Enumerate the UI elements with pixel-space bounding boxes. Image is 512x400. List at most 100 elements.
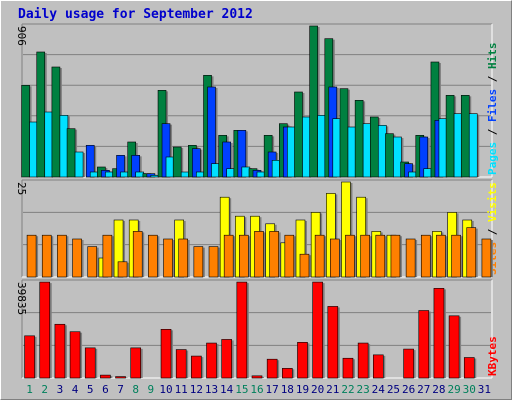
x-tick-label-day-2: 2 xyxy=(41,383,48,396)
bar-sites-day-1 xyxy=(26,234,37,278)
bar-sites-day-9 xyxy=(148,234,158,278)
bar-hits-day-4 xyxy=(66,128,76,178)
bar-pages-day-30 xyxy=(468,113,478,178)
axis-label-segment: Pages xyxy=(486,142,499,175)
bar-hits-day-20 xyxy=(309,25,318,178)
ymax-label-kbytes: 39835 xyxy=(15,282,28,315)
bar-pages-day-12 xyxy=(196,171,205,178)
bar-hits-day-19 xyxy=(294,91,303,178)
bar-pages-day-22 xyxy=(347,126,357,178)
x-tick-label-day-22: 22 xyxy=(341,383,354,396)
bar-kbytes-day-27 xyxy=(418,310,430,379)
bar-pages-day-21 xyxy=(332,118,342,178)
bar-sites-day-7 xyxy=(117,261,128,278)
bar-pages-day-18 xyxy=(287,126,296,178)
bar-pages-day-29 xyxy=(453,113,463,178)
x-tick-label-day-14: 14 xyxy=(220,383,234,396)
bar-sites-day-11 xyxy=(178,238,188,278)
bar-pages-day-6 xyxy=(105,171,114,178)
x-tick-label-day-10: 10 xyxy=(159,383,172,396)
x-tick-label-day-25: 25 xyxy=(387,383,400,396)
bar-sites-day-15 xyxy=(239,234,249,278)
axis-label-segment: Visits xyxy=(486,182,499,222)
x-tick-label-day-5: 5 xyxy=(87,383,94,396)
x-tick-label-day-31: 31 xyxy=(478,383,491,396)
bar-pages-day-8 xyxy=(135,171,145,178)
bar-sites-day-30 xyxy=(466,227,477,278)
bar-sites-day-16 xyxy=(254,231,264,278)
bar-pages-day-11 xyxy=(180,171,190,178)
panel-bg-hits-files-pages xyxy=(22,24,492,177)
bar-sites-day-3 xyxy=(57,234,67,278)
x-tick-label-day-17: 17 xyxy=(266,383,279,396)
bar-pages-day-2 xyxy=(44,111,54,178)
x-tick-label-day-18: 18 xyxy=(281,383,294,396)
bar-kbytes-day-5 xyxy=(84,347,96,379)
bar-hits-day-1 xyxy=(21,85,30,178)
x-tick-label-day-8: 8 xyxy=(132,383,139,396)
bar-kbytes-day-12 xyxy=(191,355,202,379)
bar-pages-day-20 xyxy=(317,115,326,178)
bar-pages-day-26 xyxy=(408,171,417,178)
x-tick-label-day-7: 7 xyxy=(117,383,124,396)
bar-pages-day-3 xyxy=(59,115,69,178)
bar-sites-day-19 xyxy=(299,253,310,278)
axis-label-kbytes: KBytes xyxy=(486,336,499,376)
bar-pages-day-5 xyxy=(89,171,99,178)
bar-pages-day-28 xyxy=(438,118,448,178)
bar-sites-day-6 xyxy=(102,234,113,278)
bar-sites-day-13 xyxy=(208,246,219,278)
bar-sites-day-2 xyxy=(41,234,52,278)
bar-pages-day-1 xyxy=(29,121,38,178)
bar-kbytes-day-11 xyxy=(175,349,187,379)
bar-sites-day-29 xyxy=(451,234,461,278)
x-tick-label-day-12: 12 xyxy=(190,383,203,396)
x-tick-label-day-21: 21 xyxy=(326,383,339,396)
x-tick-label-day-9: 9 xyxy=(148,383,155,396)
bar-kbytes-day-29 xyxy=(448,315,460,379)
x-tick-label-day-13: 13 xyxy=(205,383,218,396)
bar-kbytes-day-13 xyxy=(206,342,217,379)
bar-sites-day-22 xyxy=(345,234,355,278)
chart-title: Daily usage for September 2012 xyxy=(18,7,253,22)
bar-kbytes-day-2 xyxy=(39,281,51,379)
bar-sites-day-8 xyxy=(132,231,143,278)
bar-pages-day-17 xyxy=(271,160,281,178)
bar-kbytes-day-7 xyxy=(115,376,126,379)
bar-pages-day-10 xyxy=(165,156,175,178)
bar-pages-day-9 xyxy=(150,175,160,178)
bar-kbytes-day-16 xyxy=(251,375,263,379)
x-tick-label-day-16: 16 xyxy=(250,383,263,396)
bar-sites-day-31 xyxy=(481,238,492,278)
x-tick-label-day-15: 15 xyxy=(235,383,248,396)
axis-label-segment: / xyxy=(486,122,499,142)
bar-pages-day-16 xyxy=(256,171,266,178)
axis-label-segment: Hits xyxy=(486,43,499,70)
bar-sites-day-5 xyxy=(87,246,98,278)
x-tick-label-day-11: 11 xyxy=(175,383,188,396)
x-tick-label-day-19: 19 xyxy=(296,383,309,396)
bar-pages-day-19 xyxy=(302,116,311,178)
ymax-label-hits-files-pages: 906 xyxy=(15,26,28,46)
x-tick-label-day-1: 1 xyxy=(26,383,33,396)
bar-kbytes-day-30 xyxy=(463,357,475,379)
bar-hits-day-30 xyxy=(460,95,470,178)
bar-sites-day-26 xyxy=(405,238,416,278)
bar-pages-day-23 xyxy=(362,123,372,178)
bar-sites-day-14 xyxy=(223,234,234,278)
bar-pages-day-13 xyxy=(211,163,220,178)
bar-pages-day-24 xyxy=(377,125,387,178)
axis-label-hits-files-pages: Pages / Files / Hits xyxy=(486,43,499,176)
x-tick-label-day-24: 24 xyxy=(372,383,386,396)
bar-kbytes-day-20 xyxy=(312,281,323,379)
x-tick-label-day-4: 4 xyxy=(72,383,79,396)
x-tick-label-day-6: 6 xyxy=(102,383,109,396)
x-tick-label-day-28: 28 xyxy=(432,383,445,396)
bar-kbytes-day-10 xyxy=(160,329,172,379)
bar-kbytes-day-26 xyxy=(403,348,414,379)
bar-sites-day-10 xyxy=(163,238,173,278)
x-tick-label-day-20: 20 xyxy=(311,383,324,396)
axis-label-segment: / xyxy=(486,69,499,89)
bar-sites-day-18 xyxy=(284,234,295,278)
bar-sites-day-25 xyxy=(390,234,401,278)
